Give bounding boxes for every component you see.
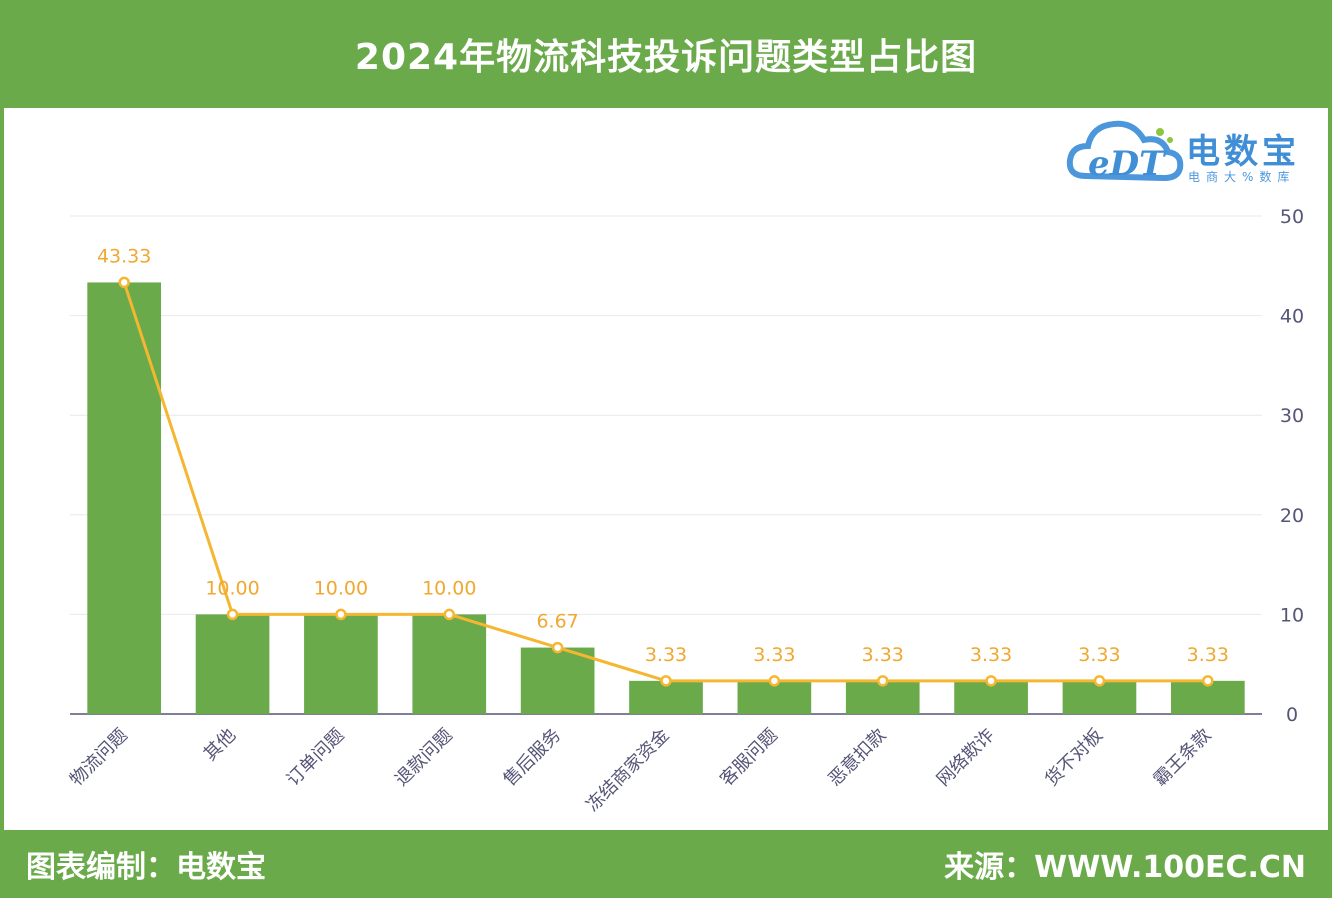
line-point — [335, 608, 347, 621]
line-point — [768, 675, 781, 687]
line-point — [660, 675, 672, 687]
bar — [304, 614, 378, 714]
line-point — [226, 608, 239, 621]
brand-logo: eDT 电数宝 电商大%数库 — [1064, 110, 1326, 190]
x-tick-label: 货不对板 — [1041, 725, 1107, 791]
footer-bar: 图表编制：电数宝 来源：WWW.100EC.CN — [0, 830, 1332, 898]
x-tick-label: 退款问题 — [391, 725, 457, 791]
x-tick-label: 恶意扣款 — [825, 725, 891, 791]
bar — [412, 614, 487, 714]
y-tick-label: 20 — [1280, 505, 1304, 527]
data-label: 3.33 — [1078, 644, 1120, 666]
footer-source: 来源：WWW.100EC.CN — [944, 850, 1306, 885]
data-label: 3.33 — [1187, 644, 1229, 666]
logo-name: 电数宝 — [1186, 132, 1300, 172]
data-label: 3.33 — [970, 644, 1012, 666]
line-point — [1093, 675, 1106, 687]
x-tick-label: 物流问题 — [66, 725, 132, 791]
chart-title: 2024年物流科技投诉问题类型占比图 — [354, 37, 978, 78]
line-point — [985, 675, 997, 687]
x-tick-label: 网络欺诈 — [933, 725, 999, 791]
logo-subtitle: 电商大%数库 — [1188, 170, 1296, 184]
data-label: 3.33 — [862, 644, 904, 666]
data-label: 10.00 — [205, 577, 259, 599]
line-point — [443, 608, 456, 621]
data-label: 43.33 — [97, 245, 151, 267]
y-tick-label: 40 — [1280, 306, 1304, 328]
x-tick-label: 冻结商家资金 — [582, 725, 673, 816]
x-tick-label: 其他 — [200, 725, 240, 765]
footer-credit: 图表编制：电数宝 — [26, 850, 266, 885]
bar — [520, 647, 595, 714]
line-point — [551, 641, 564, 654]
y-tick-label: 10 — [1280, 604, 1304, 626]
line-point — [876, 675, 889, 687]
data-label: 10.00 — [422, 577, 476, 599]
line-point — [1202, 675, 1214, 687]
x-tick-label: 订单问题 — [283, 725, 349, 791]
trend-line — [122, 281, 1208, 683]
cloud-logo-icon — [1066, 120, 1184, 182]
header-bar: 2024年物流科技投诉问题类型占比图 — [0, 0, 1332, 108]
y-tick-label: 30 — [1280, 405, 1304, 427]
y-tick-label: 50 — [1280, 206, 1304, 228]
data-label: 6.67 — [536, 611, 578, 633]
bar — [87, 282, 162, 714]
bar — [195, 614, 270, 714]
y-tick-label: 0 — [1286, 704, 1298, 726]
logo-mark: eDT — [1088, 144, 1165, 184]
x-tick-label: 售后服务 — [499, 725, 565, 791]
x-tick-label: 霸王条款 — [1150, 725, 1216, 791]
line-point — [118, 276, 130, 289]
x-tick-label: 客服问题 — [716, 725, 782, 791]
data-label: 3.33 — [753, 644, 795, 666]
data-label: 3.33 — [645, 644, 687, 666]
data-label: 10.00 — [314, 577, 368, 599]
